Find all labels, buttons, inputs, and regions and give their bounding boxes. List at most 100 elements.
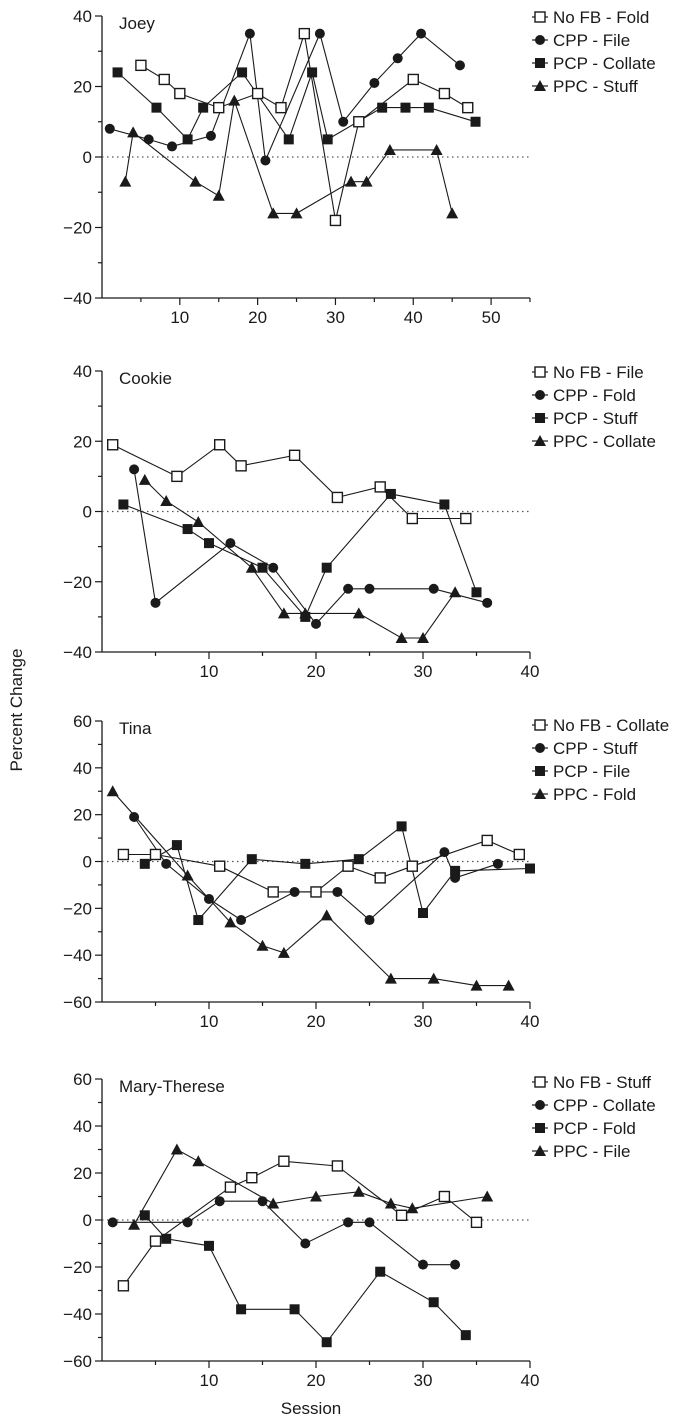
data-point bbox=[364, 915, 375, 926]
data-point bbox=[331, 1160, 344, 1172]
data-point bbox=[235, 460, 247, 472]
data-point bbox=[471, 587, 482, 598]
legend-label: PPC - Collate bbox=[553, 432, 656, 451]
data-point bbox=[167, 141, 178, 152]
series-line bbox=[133, 1148, 488, 1225]
y-axis-title: Percent Change bbox=[7, 649, 26, 772]
data-point bbox=[236, 1304, 247, 1315]
y-tick-label: −40 bbox=[63, 289, 92, 308]
y-tick-label: 20 bbox=[73, 1164, 92, 1183]
data-point bbox=[212, 189, 225, 201]
data-point bbox=[278, 1155, 290, 1167]
data-point bbox=[395, 1209, 408, 1222]
data-point bbox=[161, 858, 172, 869]
data-point bbox=[171, 840, 182, 851]
data-point bbox=[492, 858, 503, 869]
data-point bbox=[481, 834, 493, 847]
legend-marker bbox=[534, 1145, 546, 1156]
data-point bbox=[307, 67, 318, 78]
data-point bbox=[214, 1196, 225, 1207]
legend-marker bbox=[534, 788, 546, 799]
data-point bbox=[139, 1210, 150, 1221]
y-tick-label: −20 bbox=[63, 573, 92, 592]
data-point bbox=[377, 102, 388, 113]
series-line bbox=[140, 33, 468, 221]
data-point bbox=[369, 77, 380, 88]
legend-marker bbox=[534, 11, 546, 23]
legend-marker bbox=[535, 1123, 545, 1133]
data-point bbox=[237, 67, 248, 78]
data-point bbox=[160, 494, 173, 506]
x-tick-label: 30 bbox=[414, 662, 433, 681]
data-point bbox=[245, 561, 258, 573]
data-point bbox=[450, 1259, 461, 1270]
legend-marker bbox=[535, 390, 545, 400]
data-point bbox=[135, 59, 147, 72]
data-point bbox=[158, 73, 170, 86]
data-point bbox=[353, 854, 364, 865]
participant-name: Tina bbox=[119, 719, 152, 738]
data-point bbox=[374, 872, 386, 884]
legend-marker bbox=[534, 435, 546, 446]
data-point bbox=[502, 979, 515, 991]
data-point bbox=[470, 116, 481, 127]
legend-label: No FB - Fold bbox=[553, 8, 649, 27]
x-tick-label: 30 bbox=[326, 308, 345, 327]
data-point bbox=[289, 1304, 300, 1315]
data-point bbox=[129, 464, 140, 475]
data-point bbox=[395, 631, 408, 643]
data-point bbox=[251, 87, 264, 100]
data-point bbox=[322, 134, 333, 145]
x-tick-label: 20 bbox=[307, 662, 326, 681]
data-point bbox=[449, 586, 462, 598]
y-tick-label: 40 bbox=[73, 759, 92, 778]
series-line bbox=[144, 1214, 467, 1344]
data-point bbox=[129, 812, 140, 823]
participant-name: Mary-Therese bbox=[119, 1077, 225, 1096]
data-point bbox=[400, 102, 411, 113]
data-point bbox=[321, 1337, 332, 1348]
x-tick-label: 30 bbox=[414, 1012, 433, 1031]
data-point bbox=[364, 1217, 375, 1228]
data-point bbox=[460, 512, 472, 525]
legend-label: CPP - File bbox=[553, 31, 630, 50]
legend-label: No FB - Stuff bbox=[553, 1073, 651, 1092]
data-point bbox=[128, 1218, 141, 1230]
data-point bbox=[338, 116, 349, 127]
data-point bbox=[416, 28, 427, 39]
data-point bbox=[418, 1259, 428, 1270]
data-point bbox=[112, 67, 123, 78]
data-point bbox=[204, 1240, 214, 1251]
legend-marker bbox=[535, 413, 545, 423]
data-point bbox=[149, 1235, 162, 1247]
legend-label: PPC - File bbox=[553, 1142, 630, 1161]
y-tick-label: −20 bbox=[63, 1258, 92, 1277]
legend-label: PPC - Fold bbox=[553, 785, 636, 804]
data-point bbox=[450, 865, 461, 876]
y-tick-label: −60 bbox=[63, 993, 92, 1012]
data-point bbox=[470, 979, 483, 991]
legend-marker bbox=[534, 366, 546, 378]
data-point bbox=[139, 858, 150, 869]
data-point bbox=[150, 597, 161, 608]
data-point bbox=[198, 102, 209, 113]
data-point bbox=[446, 207, 459, 219]
legend-label: PCP - Fold bbox=[553, 1119, 636, 1138]
data-point bbox=[236, 915, 247, 926]
data-point bbox=[277, 607, 290, 619]
data-point bbox=[360, 175, 373, 187]
data-point bbox=[320, 909, 333, 921]
data-point bbox=[257, 1196, 268, 1207]
data-point bbox=[225, 538, 236, 549]
y-tick-label: 20 bbox=[73, 806, 92, 825]
data-point bbox=[407, 73, 419, 86]
y-tick-label: 0 bbox=[83, 853, 92, 872]
series-line bbox=[133, 816, 499, 921]
data-point bbox=[268, 562, 279, 573]
data-point bbox=[170, 1143, 183, 1155]
data-point bbox=[439, 499, 450, 510]
data-point bbox=[460, 1330, 471, 1341]
data-point bbox=[171, 470, 183, 483]
x-tick-label: 10 bbox=[200, 1371, 219, 1390]
